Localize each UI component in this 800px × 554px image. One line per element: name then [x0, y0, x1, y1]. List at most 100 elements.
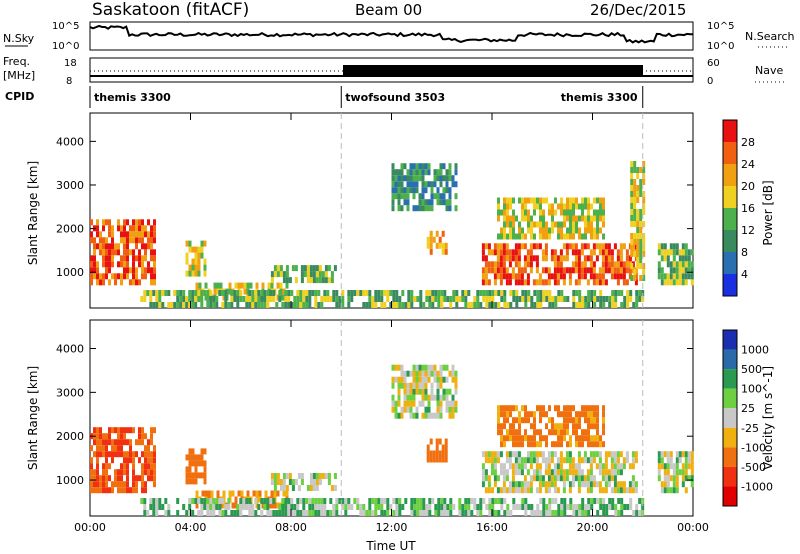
echo-cell: [517, 463, 521, 470]
echo-cell: [533, 302, 537, 308]
nave-block: [343, 65, 643, 77]
echo-cell: [526, 249, 530, 256]
echo-cell: [383, 498, 387, 504]
echo-cell: [197, 270, 201, 277]
echo-cell: [538, 243, 542, 250]
echo-cell: [327, 277, 331, 284]
echo-cell: [138, 225, 141, 232]
echo-cell: [628, 267, 632, 274]
echo-cell: [141, 225, 144, 232]
echo-cell: [550, 475, 554, 482]
echo-cell: [406, 193, 410, 200]
echo-cell: [506, 504, 510, 510]
echo-cell: [391, 400, 395, 407]
echo-cell: [556, 457, 560, 464]
echo-cell: [422, 498, 426, 504]
echo-cell: [563, 510, 567, 516]
echo-cell: [690, 469, 694, 476]
echo-cell: [438, 438, 442, 445]
velocity-ylabel: Slant Range [km]: [26, 366, 40, 470]
echo-cell: [114, 475, 117, 482]
echo-cell: [572, 405, 575, 412]
echo-cell: [467, 290, 471, 296]
echo-cell: [551, 417, 554, 424]
echo-cell: [90, 487, 93, 494]
echo-cell: [418, 175, 422, 182]
echo-cell: [672, 249, 676, 256]
echo-cell: [123, 469, 126, 476]
echo-cell: [312, 479, 316, 485]
echo-cell: [669, 261, 673, 268]
echo-cell: [311, 504, 315, 510]
echo-cell: [553, 481, 557, 488]
echo-cell: [578, 296, 582, 302]
echo-cell: [203, 448, 207, 455]
echo-cell: [150, 267, 153, 274]
echo-cell: [424, 205, 428, 212]
echo-cell: [197, 510, 201, 516]
echo-cell: [684, 273, 688, 280]
echo-cell: [158, 290, 162, 296]
echo-cell: [642, 263, 646, 269]
echo-cell: [636, 185, 640, 191]
echo-cell: [610, 463, 614, 470]
echo-cell: [584, 417, 587, 424]
echo-cell: [508, 457, 512, 464]
echo-cell: [317, 504, 321, 510]
echo-cell: [566, 209, 569, 216]
echo-cell: [503, 221, 506, 228]
echo-cell: [536, 290, 540, 296]
echo-cell: [616, 469, 620, 476]
echo-cell: [102, 237, 105, 244]
echo-cell: [406, 199, 410, 206]
echo-cell: [548, 302, 552, 308]
echo-cell: [569, 441, 572, 448]
echo-cell: [602, 423, 605, 430]
echo-cell: [473, 296, 477, 302]
echo-cell: [188, 510, 192, 516]
echo-cell: [642, 221, 646, 227]
echo-cell: [619, 249, 623, 256]
echo-cell: [687, 249, 691, 256]
echo-cell: [261, 502, 265, 509]
echo-cell: [152, 510, 156, 516]
echo-cell: [488, 290, 492, 296]
echo-cell: [636, 167, 640, 173]
echo-cell: [630, 239, 634, 245]
echo-cell: [188, 448, 192, 455]
echo-cell: [581, 510, 585, 516]
echo-cell: [506, 429, 509, 436]
echo-cell: [524, 435, 527, 442]
echo-cell: [575, 203, 578, 210]
echo-cell: [553, 255, 557, 262]
echo-cell: [602, 302, 606, 308]
echo-cell: [200, 240, 204, 247]
echo-cell: [132, 481, 135, 488]
echo-cell: [575, 290, 579, 296]
echo-cell: [290, 290, 294, 296]
echo-cell: [221, 498, 225, 504]
echo-cell: [147, 237, 150, 244]
echo-cell: [191, 510, 195, 516]
echo-cell: [521, 203, 524, 210]
echo-cell: [639, 245, 643, 251]
echo-cell: [538, 469, 542, 476]
echo-cell: [620, 510, 624, 516]
echo-cell: [684, 451, 688, 458]
echo-cell: [458, 510, 462, 516]
echo-cell: [185, 296, 189, 302]
echo-cell: [619, 261, 623, 268]
echo-cell: [143, 510, 147, 516]
echo-cell: [203, 460, 207, 467]
echo-cell: [491, 463, 494, 470]
echo-cell: [421, 187, 425, 194]
echo-cell: [562, 279, 566, 286]
echo-cell: [657, 267, 661, 274]
echo-cell: [491, 261, 494, 268]
echo-cell: [188, 478, 192, 485]
echo-cell: [437, 302, 441, 308]
echo-cell: [633, 215, 637, 221]
echo-cell: [684, 243, 688, 250]
echo-cell: [254, 302, 258, 308]
echo-cell: [631, 243, 635, 250]
